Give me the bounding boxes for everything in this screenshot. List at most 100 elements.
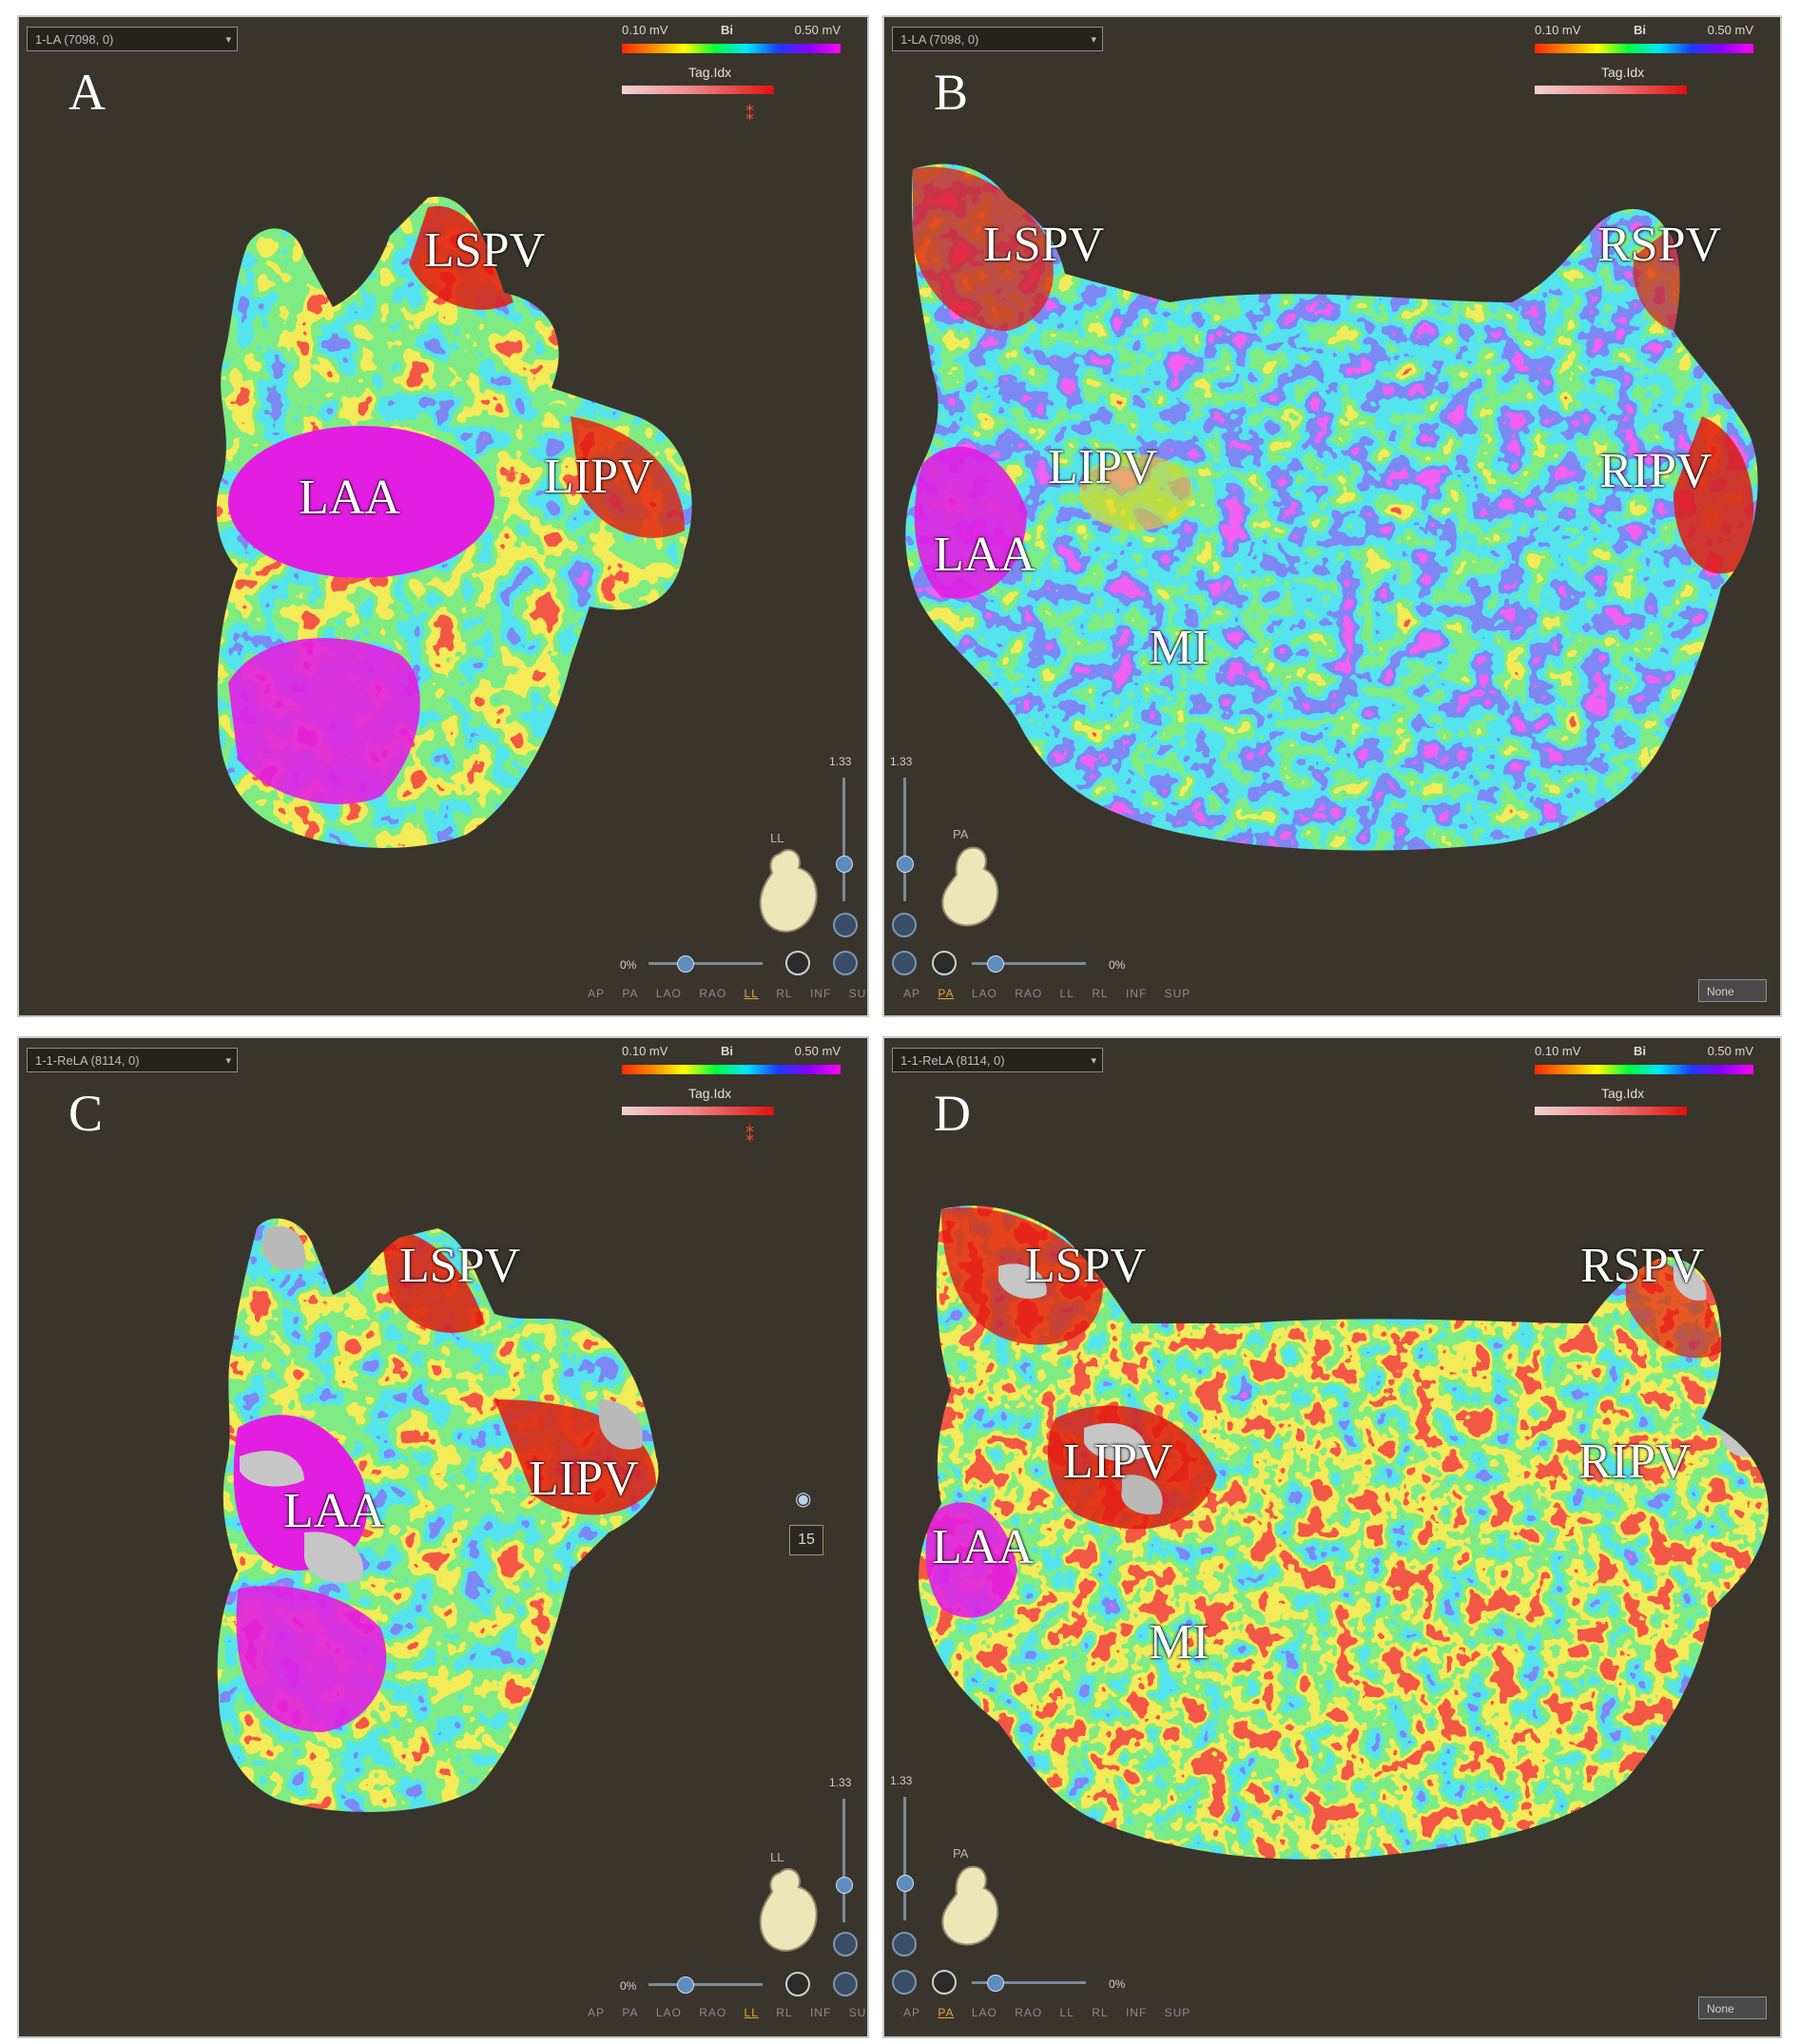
reset-view-button[interactable]: [833, 1932, 858, 1957]
opacity-slider[interactable]: [648, 953, 763, 975]
view-preset[interactable]: AP: [588, 2006, 606, 2019]
chevron-down-icon: ▾: [225, 34, 231, 46]
opacity-thumb[interactable]: [677, 1977, 694, 1994]
zoom-slider[interactable]: 1.33: [890, 1774, 922, 1955]
view-preset[interactable]: LAO: [971, 2006, 997, 2019]
side-value-widget[interactable]: ◉ 15: [789, 1487, 827, 1563]
chevron-down-icon: ▾: [225, 1055, 231, 1067]
view-preset[interactable]: SUP: [1164, 2006, 1191, 2019]
voltage-color-bar: [622, 44, 841, 53]
view-preset-selected[interactable]: LL: [744, 2006, 759, 2019]
zoom-slider[interactable]: 1.33: [829, 755, 861, 935]
view-preset[interactable]: INF: [1125, 987, 1148, 1000]
view-preset[interactable]: LL: [1059, 2006, 1074, 2019]
rotate-button[interactable]: [932, 951, 957, 975]
opacity-slider[interactable]: [972, 953, 1086, 975]
reset-view-button[interactable]: [892, 1932, 917, 1957]
view-preset[interactable]: RL: [1092, 2006, 1109, 2019]
view-preset[interactable]: LAO: [655, 987, 682, 1000]
view-preset[interactable]: SUP: [848, 2006, 867, 2019]
view-preset[interactable]: INF: [1125, 2006, 1148, 2019]
view-preset[interactable]: AP: [903, 2006, 921, 2019]
opacity-slider[interactable]: [972, 1972, 1086, 1995]
zoom-thumb[interactable]: [836, 856, 853, 873]
view-preset[interactable]: PA: [622, 987, 639, 1000]
side-value[interactable]: 15: [789, 1525, 823, 1555]
view-preset[interactable]: AP: [903, 987, 921, 1000]
chevron-down-icon: ▾: [1091, 1055, 1096, 1067]
view-preset[interactable]: RAO: [699, 2006, 727, 2019]
reset-view-button[interactable]: [833, 913, 858, 937]
scale-min: 0.10 mV: [1535, 23, 1581, 37]
rotate-button[interactable]: [785, 951, 810, 975]
orientation-heart-icon[interactable]: [932, 840, 1008, 935]
view-preset[interactable]: RL: [1092, 987, 1109, 1000]
rotate-button[interactable]: [932, 1970, 957, 1995]
camera-button[interactable]: [833, 1972, 858, 1996]
orientation-heart-icon[interactable]: [751, 844, 827, 939]
view-preset[interactable]: PA: [622, 2006, 639, 2019]
orientation-code: PA: [953, 1846, 969, 1861]
percent-label: 0%: [1109, 1977, 1126, 1991]
orientation-heart-icon[interactable]: [751, 1863, 827, 1958]
voltage-scale: 0.10 mV Bi 0.50 mV Tag.Idx ⁑: [622, 23, 841, 127]
display-mode-select[interactable]: None: [1698, 1996, 1767, 2019]
view-preset[interactable]: RAO: [1015, 2006, 1043, 2019]
panel-d: 1-1-ReLA (8114, 0) ▾ 0.10 mV Bi 0.50 mV …: [882, 1036, 1782, 2038]
view-preset-selected[interactable]: PA: [938, 2006, 955, 2019]
map-selector[interactable]: 1-LA (7098, 0) ▾: [892, 27, 1103, 51]
label-laa: LAA: [934, 528, 1035, 582]
label-lipv: LIPV: [529, 1452, 639, 1506]
opacity-thumb[interactable]: [677, 955, 694, 973]
label-rspv: RSPV: [1580, 1239, 1705, 1293]
camera-button[interactable]: [892, 1970, 917, 1995]
zoom-slider[interactable]: 1.33: [829, 1776, 861, 1957]
scale-type: Bi: [721, 1044, 733, 1058]
voltage-map-c[interactable]: [19, 1038, 867, 2036]
voltage-map-a[interactable]: [19, 17, 867, 1015]
view-preset[interactable]: LL: [1059, 987, 1074, 1000]
view-preset[interactable]: RAO: [1015, 987, 1043, 1000]
opacity-thumb[interactable]: [987, 955, 1004, 973]
reset-view-button[interactable]: [892, 913, 917, 937]
zoom-track: [842, 1799, 845, 1922]
zoom-slider[interactable]: 1.33: [890, 755, 922, 935]
camera-button[interactable]: [892, 951, 917, 975]
label-laa: LAA: [299, 471, 400, 525]
zoom-thumb[interactable]: [897, 1875, 914, 1892]
voltage-map-d[interactable]: [884, 1038, 1780, 2036]
view-preset[interactable]: LAO: [971, 987, 997, 1000]
view-preset[interactable]: LAO: [655, 2006, 682, 2019]
zoom-value: 1.33: [890, 1774, 913, 1787]
display-mode-value: None: [1707, 985, 1734, 998]
panel-b: 1-LA (7098, 0) ▾ 0.10 mV Bi 0.50 mV Tag.…: [882, 15, 1782, 1017]
opacity-slider[interactable]: [648, 1974, 763, 1996]
view-preset[interactable]: SUP: [1164, 987, 1191, 1000]
view-preset[interactable]: INF: [809, 987, 832, 1000]
view-preset-selected[interactable]: LL: [744, 987, 759, 1000]
map-selector[interactable]: 1-LA (7098, 0) ▾: [27, 27, 238, 51]
label-mi: MI: [1149, 621, 1210, 675]
map-selector[interactable]: 1-1-ReLA (8114, 0) ▾: [27, 1048, 238, 1072]
view-preset[interactable]: INF: [809, 2006, 832, 2019]
zoom-thumb[interactable]: [897, 856, 914, 873]
camera-button[interactable]: [833, 951, 858, 975]
view-preset[interactable]: RAO: [699, 987, 727, 1000]
display-mode-select[interactable]: None: [1698, 979, 1767, 1002]
map-selector[interactable]: 1-1-ReLA (8114, 0) ▾: [892, 1048, 1103, 1072]
opacity-track: [972, 962, 1086, 965]
view-preset-selected[interactable]: PA: [938, 987, 955, 1000]
opacity-track: [648, 962, 763, 965]
opacity-thumb[interactable]: [987, 1975, 1004, 1992]
pin-icon: ◉: [795, 1489, 812, 1510]
voltage-map-b[interactable]: [884, 17, 1780, 1015]
voltage-color-bar: [1535, 1065, 1753, 1074]
orientation-heart-icon[interactable]: [932, 1860, 1008, 1955]
zoom-value: 1.33: [890, 755, 913, 768]
view-preset[interactable]: RL: [776, 2006, 793, 2019]
view-preset[interactable]: RL: [776, 987, 793, 1000]
view-preset[interactable]: SUP: [848, 987, 867, 1000]
rotate-button[interactable]: [785, 1972, 810, 1996]
zoom-thumb[interactable]: [836, 1877, 853, 1894]
view-preset[interactable]: AP: [588, 987, 606, 1000]
